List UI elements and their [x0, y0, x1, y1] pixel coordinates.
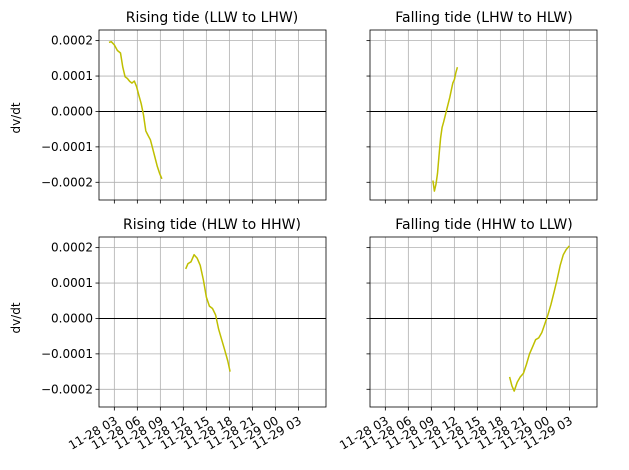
y-tick-label: 0.0002: [51, 34, 93, 48]
y-tick-label: 0.0001: [51, 276, 93, 290]
axes-frame: [369, 29, 598, 201]
y-tick-label: 0.0000: [51, 104, 93, 118]
panel-title: Falling tide (HHW to LLW): [395, 217, 573, 233]
y-tick-label: −0.0001: [41, 140, 93, 154]
panel-title: Rising tide (LLW to LHW): [126, 10, 299, 26]
y-tick-label: −0.0002: [41, 175, 93, 189]
panel-title: Falling tide (LHW to HLW): [395, 10, 573, 26]
series-line: [185, 253, 231, 372]
panel-rising-hlw-hhw: Rising tide (HLW to HHW) −0.0002 −0.0001 0…: [41, 217, 327, 453]
y-axis-label-bottom: dv/dt: [9, 302, 23, 333]
panel-title: Rising tide (HLW to HHW): [123, 217, 301, 233]
series-line: [508, 245, 570, 392]
series-line: [432, 66, 459, 192]
axes-frame: [98, 236, 327, 408]
panel-falling-lhw-hlw: Falling tide (LHW to HLW): [366, 10, 598, 204]
y-tick-label: 0.0002: [51, 241, 93, 255]
y-tick-label: 0.0001: [51, 69, 93, 83]
y-tick-label: −0.0002: [41, 382, 93, 396]
axes-frame: [98, 29, 327, 201]
y-tick-label: −0.0001: [41, 347, 93, 361]
panel-rising-llw-lhw: Rising tide (LLW to LHW) −0.0002 −0.0001 0…: [41, 10, 327, 204]
y-tick-label: 0.0000: [51, 311, 93, 325]
panel-falling-hhw-llw: Falling tide (HHW to LLW) 11-28 0311-28 …: [337, 217, 598, 453]
y-axis-label-top: dv/dt: [9, 102, 23, 133]
axes-frame: [369, 236, 598, 408]
series-line: [108, 40, 163, 180]
